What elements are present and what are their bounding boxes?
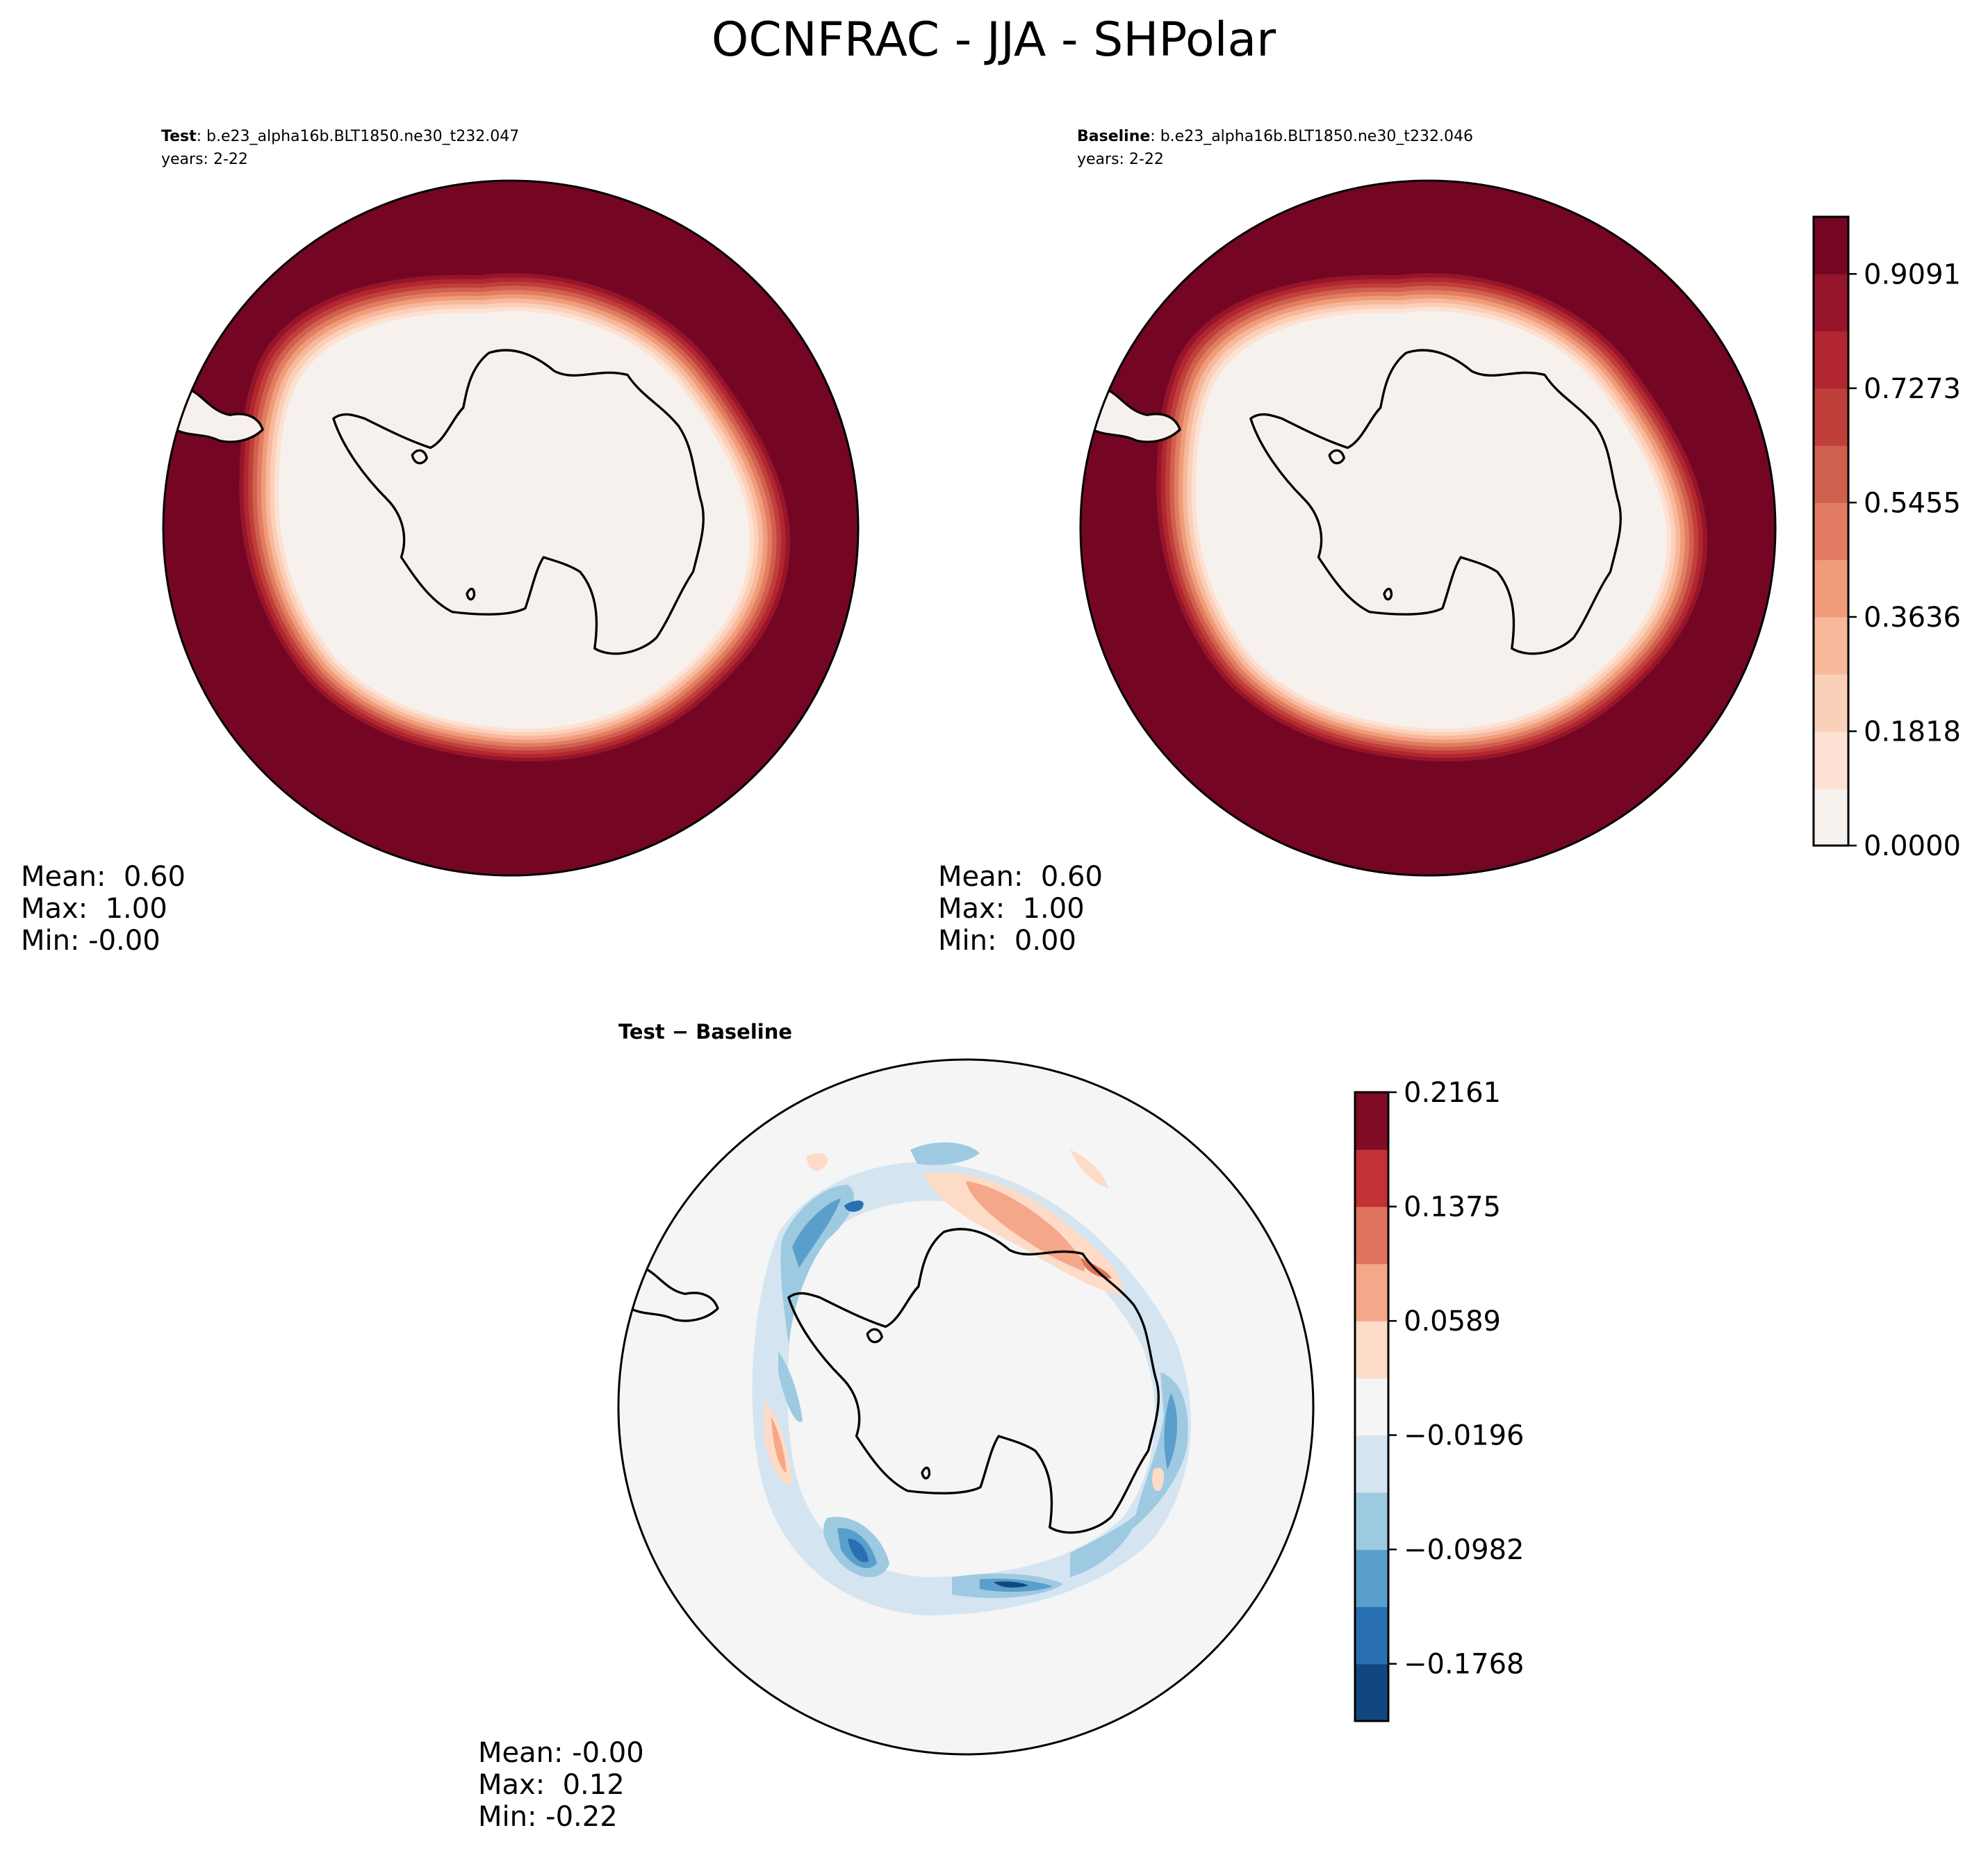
panel-difference-background xyxy=(618,1060,1313,1754)
panel-baseline-ice-ring xyxy=(1196,311,1667,729)
colorbar-diff-frame xyxy=(1354,1091,1390,1722)
colorbar-main-swatch xyxy=(1814,217,1848,274)
diff-red-north-mid xyxy=(966,1181,1085,1271)
colorbar-main-tick-label: 0.1818 xyxy=(1864,716,1961,748)
panel-baseline-years: years: 2-22 xyxy=(1077,151,1164,168)
colorbar-diff-swatch xyxy=(1355,1092,1388,1150)
panel-test-boundary xyxy=(162,179,860,877)
colorbar-diff-swatch xyxy=(1355,1435,1388,1493)
panel-test-subtitle-bold: Test xyxy=(161,128,197,145)
diff-blob-southeast xyxy=(1070,1511,1140,1577)
panel-test-min: Min: -0.00 xyxy=(21,925,161,957)
panel-difference-boundary xyxy=(617,1058,1315,1756)
colorbar-diff-swatch xyxy=(1355,1663,1388,1722)
colorbar-main-tick-label: 0.3636 xyxy=(1864,602,1961,634)
diff-dark-west xyxy=(792,1199,841,1268)
panel-test-island-coast xyxy=(568,869,603,875)
diff-red-northwest xyxy=(806,1153,828,1171)
colorbar-main-swatch xyxy=(1814,388,1848,446)
colorbar-main-swatch xyxy=(1814,731,1848,789)
diff-blob-west xyxy=(780,1185,854,1344)
panel-baseline: Baseline: b.e23_alpha16b.BLT1850.ne30_t2… xyxy=(938,128,1777,957)
panel-test-years: years: 2-22 xyxy=(161,151,248,168)
colorbar-main-swatch xyxy=(1814,616,1848,675)
colorbar-diff-tick-label: −0.0196 xyxy=(1404,1420,1524,1452)
panel-baseline-mean: Mean: 0.60 xyxy=(938,861,1103,893)
diff-red-east xyxy=(1152,1467,1165,1491)
colorbar-main-swatch xyxy=(1814,502,1848,561)
panel-baseline-boundary xyxy=(1079,179,1777,877)
colorbar-diff-tick-label: −0.1768 xyxy=(1404,1649,1524,1681)
colorbar-main-tick-label: 0.7273 xyxy=(1864,373,1961,405)
panel-test-ice-ring xyxy=(279,311,750,729)
panel-difference-map xyxy=(618,1060,1313,1754)
panel-baseline-map xyxy=(1081,181,1775,875)
panel-baseline-ice-rings xyxy=(1156,273,1708,762)
colorbar-diff-swatch xyxy=(1355,1321,1388,1378)
figure-title: OCNFRAC - JJA - SHPolar xyxy=(712,13,1276,67)
panel-baseline-max: Max: 1.00 xyxy=(938,893,1085,925)
panel-difference-island-coast xyxy=(1023,1748,1058,1754)
panel-difference-mean: Mean: -0.00 xyxy=(478,1737,644,1769)
diff-red-west-mid xyxy=(771,1417,787,1473)
colorbar-main-swatch xyxy=(1814,445,1848,503)
colorbar-diff-swatch xyxy=(1355,1206,1388,1265)
panel-difference: Test − Baseline xyxy=(478,1020,1315,1833)
panel-baseline-subtitle: Baseline: b.e23_alpha16b.BLT1850.ne30_t2… xyxy=(1077,128,1473,145)
panel-difference-max: Max: 0.12 xyxy=(478,1769,625,1801)
diff-blob-peninsula xyxy=(778,1351,803,1422)
panel-test: Test: b.e23_alpha16b.BLT1850.ne30_t232.0… xyxy=(21,128,860,957)
colorbar-main-tick-label: 0.0000 xyxy=(1864,830,1961,862)
panel-test-subtitle: Test: b.e23_alpha16b.BLT1850.ne30_t232.0… xyxy=(161,128,519,145)
panel-test-mean: Mean: 0.60 xyxy=(21,861,186,893)
colorbar-main-tick-label: 0.9091 xyxy=(1864,258,1961,290)
colorbar-main-swatch xyxy=(1814,788,1848,846)
panel-baseline-subtitle-rest: : b.e23_alpha16b.BLT1850.ne30_t232.046 xyxy=(1150,128,1473,145)
colorbar-diff-swatch xyxy=(1355,1149,1388,1208)
diff-dark-east xyxy=(1164,1393,1178,1469)
panel-difference-min: Min: -0.22 xyxy=(478,1801,618,1833)
panel-test-max: Max: 1.00 xyxy=(21,893,167,925)
panel-test-ice-rings xyxy=(239,273,791,762)
colorbar-diff-swatch xyxy=(1355,1378,1388,1436)
colorbar-diff-swatch xyxy=(1355,1549,1388,1608)
panel-baseline-island-coast xyxy=(1485,869,1520,875)
panel-difference-subtitle: Test − Baseline xyxy=(618,1020,792,1044)
colorbar-diff: 0.2161 0.1375 0.0589 −0.0196 −0.0982 −0.1768 xyxy=(1354,1077,1524,1722)
colorbar-diff-tick-label: 0.0589 xyxy=(1404,1306,1501,1337)
colorbar-diff-tick-label: 0.1375 xyxy=(1404,1192,1501,1224)
colorbar-diff-swatch xyxy=(1355,1263,1388,1321)
colorbar-main-swatch xyxy=(1814,674,1848,732)
diff-darkest-south xyxy=(994,1581,1028,1588)
panel-baseline-subtitle-bold: Baseline xyxy=(1077,128,1150,145)
colorbar-main-swatch xyxy=(1814,331,1848,389)
diff-darkest-west xyxy=(844,1201,864,1212)
colorbar-main: 0.0000 0.1818 0.3636 0.5455 0.7273 0.9091 xyxy=(1812,215,1961,862)
colorbar-diff-swatch xyxy=(1355,1492,1388,1550)
colorbar-main-swatch xyxy=(1814,559,1848,618)
colorbar-main-frame xyxy=(1812,215,1850,847)
diff-red-northeast xyxy=(1070,1150,1108,1188)
colorbar-diff-tick-label: 0.2161 xyxy=(1404,1077,1501,1109)
colorbar-main-swatch xyxy=(1814,274,1848,332)
panel-baseline-min: Min: 0.00 xyxy=(938,925,1076,957)
colorbar-main-tick-label: 0.5455 xyxy=(1864,487,1961,519)
colorbar-diff-swatch xyxy=(1355,1606,1388,1665)
panel-test-subtitle-rest: : b.e23_alpha16b.BLT1850.ne30_t232.047 xyxy=(197,128,520,145)
diff-darkest-southwest xyxy=(848,1538,869,1563)
colorbar-diff-tick-label: −0.0982 xyxy=(1404,1534,1524,1566)
panel-test-map xyxy=(163,181,858,875)
diff-blob-top xyxy=(910,1142,980,1165)
